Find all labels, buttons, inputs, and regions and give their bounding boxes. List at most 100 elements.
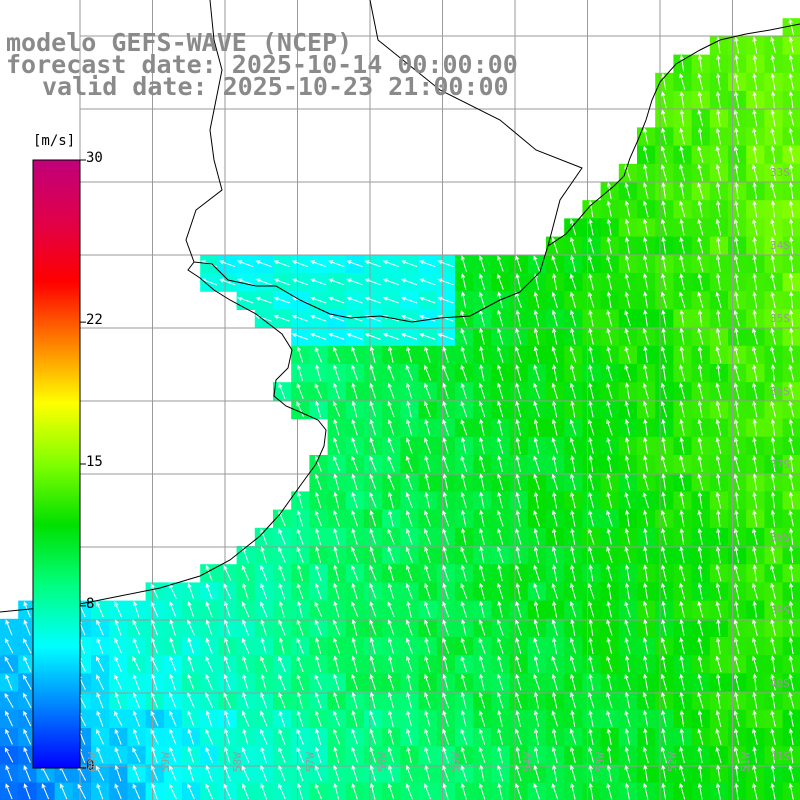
- longitude-label: 59W: [158, 752, 172, 772]
- wind-arrow: [478, 382, 486, 400]
- wind-arrow: [328, 260, 345, 268]
- wind-arrow: [569, 273, 577, 290]
- wind-arrow: [515, 364, 522, 381]
- wind-arrow: [497, 364, 504, 381]
- wind-arrow: [442, 655, 449, 673]
- wind-arrow: [570, 709, 576, 727]
- wind-arrow: [752, 564, 757, 582]
- wind-arrow: [369, 492, 377, 509]
- wind-arrow: [770, 709, 776, 727]
- wind-arrow: [533, 655, 540, 673]
- wind-arrow: [552, 327, 558, 345]
- wind-arrow: [642, 473, 649, 491]
- wind-arrow: [460, 364, 468, 381]
- wind-arrow: [752, 782, 758, 800]
- wind-arrow: [442, 764, 450, 782]
- wind-arrow: [733, 72, 740, 90]
- wind-arrow: [715, 455, 722, 473]
- wind-arrow: [260, 728, 268, 745]
- wind-arrow: [643, 546, 648, 564]
- wind-arrow: [606, 619, 613, 636]
- wind-arrow: [515, 546, 521, 564]
- wind-arrow: [606, 510, 613, 527]
- wind-arrow: [551, 546, 558, 564]
- wind-arrow: [606, 345, 613, 363]
- wind-arrow: [679, 764, 686, 782]
- wind-arrow: [570, 509, 576, 527]
- wind-arrow: [296, 510, 304, 527]
- wind-arrow: [788, 527, 794, 545]
- wind-arrow: [587, 582, 595, 600]
- wind-arrow: [569, 236, 576, 254]
- wind-arrow: [296, 637, 304, 654]
- wind-arrow: [151, 637, 159, 654]
- wind-arrow: [497, 600, 503, 618]
- wind-arrow: [273, 278, 290, 286]
- wind-arrow: [679, 782, 686, 800]
- colorbar-tick-label: 22: [86, 312, 103, 329]
- wind-arrow: [551, 710, 559, 727]
- wind-arrow: [660, 509, 667, 527]
- wind-arrow: [169, 655, 177, 672]
- wind-arrow: [752, 509, 758, 527]
- wind-arrow: [697, 327, 704, 345]
- latitude-label: 41S: [770, 750, 790, 763]
- wind-arrow: [679, 254, 685, 272]
- wind-arrow: [734, 400, 739, 418]
- wind-arrow: [5, 674, 13, 691]
- wind-arrow: [242, 728, 249, 745]
- valid-date: valid date: 2025-10-23 21:00:00: [42, 72, 509, 101]
- wind-arrow: [697, 273, 703, 291]
- wind-arrow: [169, 601, 177, 618]
- wind-arrow: [333, 582, 340, 600]
- wind-arrow: [205, 728, 214, 745]
- coastline: [0, 0, 800, 613]
- wind-arrow: [788, 728, 794, 746]
- wind-arrow: [114, 619, 122, 636]
- wind-arrow: [552, 637, 558, 655]
- wind-arrow: [679, 509, 685, 527]
- wind-arrow: [606, 655, 613, 673]
- wind-arrow: [515, 709, 521, 727]
- wind-arrow: [752, 345, 758, 363]
- wind-arrow: [733, 637, 740, 655]
- wind-arrow: [606, 491, 613, 509]
- wind-arrow: [643, 291, 648, 309]
- wind-arrow: [497, 473, 504, 491]
- wind-arrow: [4, 656, 14, 672]
- wind-arrow: [95, 656, 105, 672]
- wind-arrow: [624, 782, 630, 800]
- wind-arrow: [478, 400, 486, 418]
- wind-arrow: [679, 236, 685, 254]
- wind-arrow: [479, 473, 485, 491]
- wind-arrow: [588, 382, 594, 400]
- wind-arrow: [351, 546, 359, 563]
- wind-arrow: [406, 600, 412, 618]
- wind-arrow: [437, 260, 454, 268]
- wind-arrow: [788, 72, 794, 90]
- wind-arrow: [660, 291, 667, 309]
- wind-arrow: [643, 127, 649, 145]
- wind-arrow: [715, 127, 721, 145]
- wind-arrow: [752, 182, 757, 200]
- wind-arrow: [442, 437, 449, 454]
- wind-arrow: [624, 473, 631, 491]
- wind-arrow: [697, 364, 703, 382]
- wind-arrow: [328, 296, 345, 304]
- wind-arrow: [606, 364, 613, 381]
- wind-arrow: [205, 692, 214, 709]
- wind-arrow: [478, 619, 486, 636]
- wind-arrow: [788, 254, 794, 272]
- wind-arrow: [437, 333, 454, 340]
- wind-arrow: [369, 419, 376, 436]
- wind-arrow: [387, 437, 395, 454]
- wind-arrow: [315, 637, 322, 654]
- wind-arrow: [296, 710, 304, 727]
- wind-arrow: [643, 218, 649, 236]
- wind-arrow: [751, 582, 758, 600]
- wind-arrow: [752, 254, 758, 272]
- wind-arrow: [588, 782, 594, 800]
- wind-arrow: [752, 291, 758, 309]
- wind-arrow: [697, 728, 704, 745]
- wind-arrow: [661, 127, 667, 145]
